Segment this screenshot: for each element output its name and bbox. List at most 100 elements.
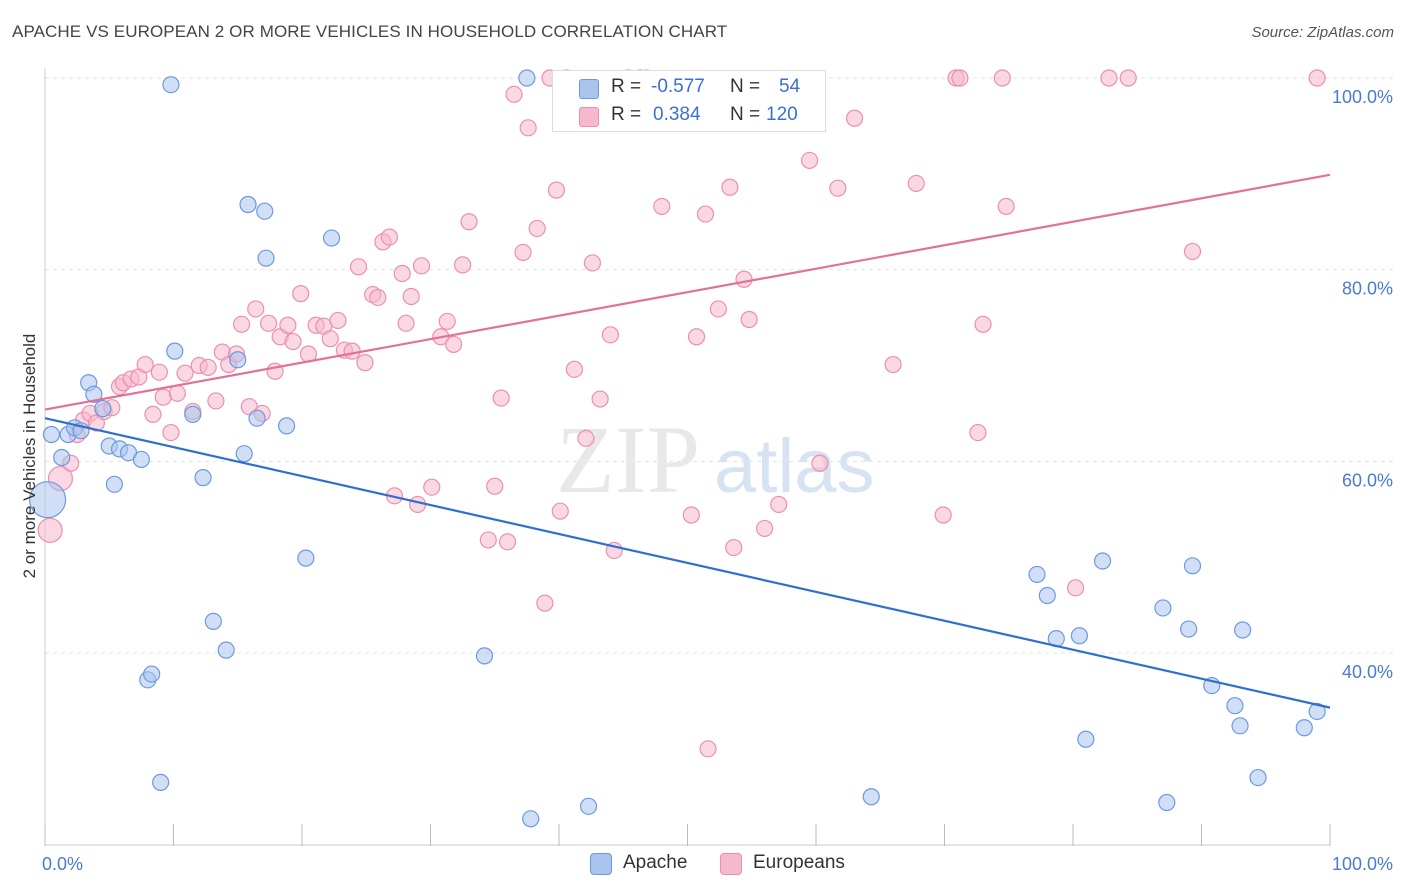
europeans-point [136, 355, 154, 374]
apache-point [1295, 719, 1313, 737]
europeans-point [682, 506, 700, 524]
apache-point [1226, 697, 1244, 715]
y-axis-label: 2 or more Vehicles in Household [20, 334, 39, 579]
apache-point [518, 69, 536, 87]
europeans-point [321, 330, 339, 348]
apache-point [42, 425, 61, 444]
europeans-point [499, 533, 517, 551]
apache-point [257, 249, 275, 267]
europeans-point [800, 151, 819, 170]
apache-point [229, 351, 247, 369]
apache-point [105, 475, 123, 493]
europeans-point [349, 258, 368, 276]
apache-point [132, 450, 150, 469]
europeans-point [162, 423, 180, 442]
europeans-point [1308, 69, 1326, 87]
europeans-point [934, 506, 952, 524]
europeans-point [536, 594, 554, 612]
europeans-point [1119, 69, 1137, 87]
x-tick-label: 100.0% [1332, 854, 1393, 874]
europeans-point [740, 310, 758, 329]
y-tick-label: 60.0% [1342, 470, 1393, 490]
chart-title: APACHE VS EUROPEAN 2 OR MORE VEHICLES IN… [12, 22, 728, 41]
europeans-point [696, 205, 715, 223]
apache-point [152, 773, 170, 791]
apache-point [1183, 557, 1202, 575]
europeans-point [528, 219, 546, 238]
apache-point [53, 448, 71, 467]
legend-row-apache: R = -0.577 N = 54 [553, 74, 825, 102]
europeans-point [755, 519, 774, 538]
europeans-point [829, 179, 847, 197]
apache-point [235, 445, 253, 463]
legend-r-label: R = [611, 76, 642, 97]
trend-layer [44, 173, 1331, 709]
europeans-point [725, 538, 743, 557]
europeans-point [653, 197, 671, 216]
europeans-point [1183, 242, 1202, 261]
europeans-point [292, 285, 310, 303]
legend-r-label: R = [611, 104, 642, 125]
europeans-point [279, 316, 297, 334]
apache-point [1158, 793, 1176, 812]
y-tick-label: 40.0% [1342, 662, 1393, 682]
europeans-point [397, 314, 415, 332]
europeans-point [445, 335, 463, 354]
europeans-point [974, 315, 992, 333]
apache-point [1038, 586, 1056, 605]
legend-n-label: N = [730, 104, 761, 125]
europeans-point [380, 228, 398, 246]
europeans-point [583, 254, 602, 272]
x-tick-label: 0.0% [42, 854, 83, 874]
apache-point [166, 342, 184, 360]
legend-swatch-apache [579, 79, 599, 99]
source-note: Source: ZipAtlas.com [1251, 24, 1394, 41]
europeans-point [168, 384, 186, 402]
europeans-point [699, 740, 717, 758]
europeans-point [884, 355, 902, 374]
europeans-point [547, 181, 566, 199]
europeans-point [770, 495, 788, 514]
apache-point [1028, 565, 1046, 584]
europeans-point [154, 388, 172, 406]
legend-swatch-europeans [579, 107, 599, 127]
europeans-point [951, 69, 969, 87]
europeans-point [551, 502, 569, 520]
bottom-legend-swatch-apache [590, 853, 612, 875]
europeans-point [259, 314, 278, 332]
watermark-atlas: atlas [714, 424, 875, 509]
apache-point [256, 202, 274, 220]
europeans-point [845, 109, 864, 127]
apache-point [1249, 768, 1267, 787]
apache-point [143, 665, 161, 683]
apache-point [277, 417, 296, 435]
apache-point [239, 195, 257, 214]
apache-point [184, 405, 202, 423]
apache-point [1180, 620, 1198, 638]
axis-layer [44, 68, 1331, 846]
apache-point [248, 409, 266, 427]
apache-point [1093, 552, 1112, 570]
europeans-point [565, 360, 584, 378]
apache-point [1308, 702, 1326, 721]
apache-point [85, 385, 103, 403]
europeans-point [1100, 69, 1118, 87]
europeans-point [284, 332, 302, 351]
europeans-point [907, 174, 925, 193]
europeans-point [176, 364, 194, 382]
legend-n-value-europeans: 120 [766, 104, 798, 125]
europeans-point [1066, 579, 1085, 597]
europeans-point [492, 389, 510, 407]
europeans-point [412, 257, 431, 275]
bottom-legend-label-apache: Apache [623, 852, 688, 873]
europeans-point [454, 256, 472, 274]
legend-row-europeans: R = 0.384 N = 120 [553, 102, 825, 130]
europeans-point [505, 85, 523, 103]
europeans-trend-line [44, 173, 1331, 411]
apache-point [1154, 599, 1172, 617]
apache-point [162, 76, 180, 94]
europeans-point [393, 264, 411, 283]
apache-point [522, 810, 540, 828]
apache-point [1234, 621, 1252, 639]
europeans-point [479, 531, 497, 549]
